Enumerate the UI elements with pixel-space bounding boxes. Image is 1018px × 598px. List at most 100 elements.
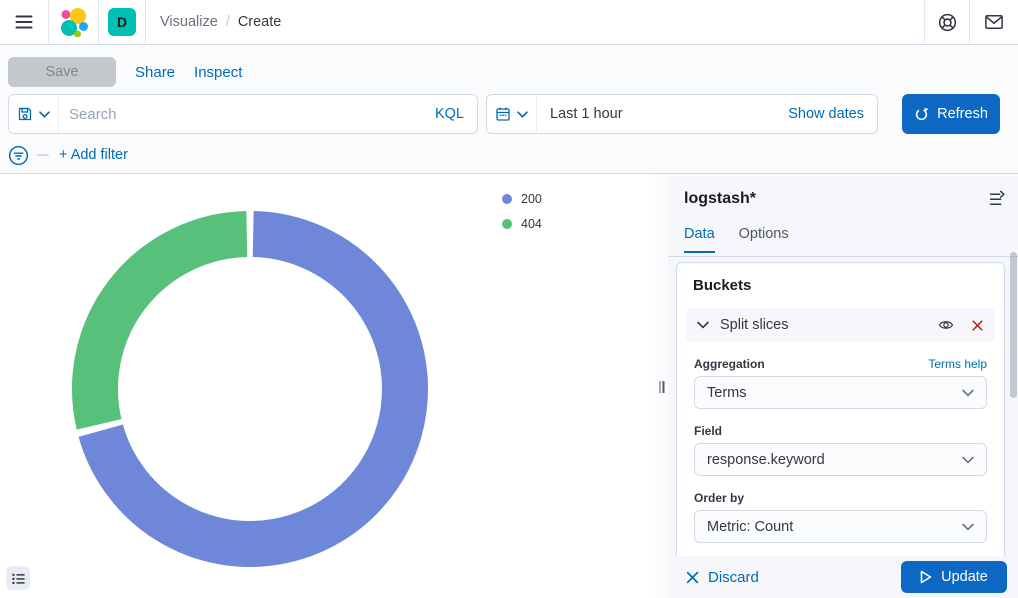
save-query-icon [18, 107, 32, 121]
legend-item[interactable]: 404 [502, 217, 542, 231]
refresh-label: Refresh [937, 106, 988, 122]
visualize-toolbar-section: Save Share Inspect [0, 45, 1018, 174]
field-label-row: Field [694, 424, 987, 438]
legend-toggle-button[interactable] [6, 566, 30, 590]
legend-dot [502, 194, 512, 204]
breadcrumb: Visualize / Create [160, 14, 281, 30]
tabs-divider [668, 256, 1018, 257]
terms-help-link[interactable]: Terms help [928, 357, 987, 371]
aggregation-label: Aggregation [694, 357, 765, 371]
envelope-icon [985, 15, 1003, 29]
legend-label: 404 [521, 217, 542, 231]
pie-slice-200[interactable] [78, 211, 428, 567]
legend-dot [502, 219, 512, 229]
header-bar: D Visualize / Create [0, 0, 1018, 45]
field-field-group: Field response.keyword [694, 424, 987, 476]
chevron-down-icon [962, 456, 974, 464]
chevron-down-icon [517, 110, 528, 118]
date-picker-group: Last 1 hour Show dates [486, 94, 878, 134]
field-select-value: response.keyword [707, 451, 825, 468]
aggregation-select-value: Terms [707, 384, 747, 401]
header-divider [98, 0, 99, 44]
split-slices-accordion[interactable]: Split slices [686, 308, 995, 342]
sidebar-scrollbar-thumb[interactable] [1010, 252, 1017, 398]
chevron-down-icon [962, 389, 974, 397]
collapse-sidebar-button[interactable] [989, 190, 1006, 207]
discard-button[interactable]: Discard [686, 569, 759, 586]
chevron-down-icon [697, 321, 709, 329]
update-button[interactable]: Update [901, 561, 1007, 593]
inspect-button[interactable]: Inspect [194, 63, 243, 81]
show-dates-button[interactable]: Show dates [788, 106, 864, 122]
panel-resizer[interactable] [655, 174, 668, 598]
chevron-down-icon [962, 523, 974, 531]
header-divider [924, 0, 925, 44]
discard-label: Discard [708, 568, 759, 586]
order-by-field-group: Order by Metric: Count [694, 491, 987, 543]
search-bar-group: KQL [8, 94, 478, 134]
chevron-down-icon [39, 110, 50, 118]
space-selector[interactable]: D [99, 0, 145, 44]
chart-legend: 200 404 [502, 192, 542, 231]
sidebar-action-bar: Discard Update [668, 556, 1018, 598]
saved-query-menu-button[interactable] [9, 95, 59, 133]
search-input[interactable] [59, 95, 435, 133]
split-slices-label: Split slices [720, 317, 789, 333]
elastic-logo-icon [60, 8, 88, 37]
buckets-card: Buckets Split slices [676, 262, 1005, 562]
close-icon [972, 319, 983, 331]
accordion-actions [938, 317, 984, 333]
query-bar: KQL Last 1 hour [0, 94, 1018, 134]
filter-bar: + Add filter [8, 141, 128, 169]
field-select[interactable]: response.keyword [694, 443, 987, 476]
order-by-label: Order by [694, 491, 745, 505]
elastic-logo[interactable] [49, 0, 98, 44]
share-button[interactable]: Share [135, 63, 176, 81]
aggregation-field-group: Aggregation Terms help Terms [694, 357, 987, 409]
header-divider [969, 0, 970, 44]
index-pattern-title: logstash* [684, 190, 757, 207]
space-avatar: D [108, 8, 136, 36]
main-content: 200 404 logstash* [0, 174, 1018, 598]
order-by-select[interactable]: Metric: Count [694, 510, 987, 543]
refresh-button[interactable]: Refresh [902, 94, 1000, 134]
refresh-icon [915, 107, 929, 120]
breadcrumb-separator: / [225, 14, 230, 30]
field-label: Field [694, 424, 723, 438]
header-right-actions [924, 0, 1018, 44]
donut-chart [72, 211, 428, 567]
pie-slice-404[interactable] [72, 211, 248, 430]
date-quick-select-button[interactable] [487, 95, 537, 133]
menu-button[interactable] [0, 0, 48, 44]
help-button[interactable] [925, 0, 969, 44]
sidebar-tabs: Data Options [684, 226, 789, 253]
close-icon [686, 571, 699, 583]
save-button[interactable]: Save [8, 57, 116, 87]
update-label: Update [941, 569, 988, 585]
tab-options[interactable]: Options [738, 226, 789, 242]
time-range-button[interactable]: Last 1 hour [550, 106, 623, 122]
legend-list-icon [11, 573, 25, 584]
aggregation-select[interactable]: Terms [694, 376, 987, 409]
top-nav-menu: Save Share Inspect [8, 57, 242, 87]
query-language-button[interactable]: KQL [434, 106, 464, 122]
legend-item[interactable]: 200 [502, 192, 542, 206]
tab-data[interactable]: Data [684, 226, 715, 253]
header-divider [48, 0, 49, 44]
help-life-ring-icon [938, 13, 956, 31]
play-icon [920, 570, 932, 584]
eye-icon [938, 321, 954, 329]
field-label-row: Aggregation Terms help [694, 357, 987, 371]
toggle-visibility-button[interactable] [938, 317, 954, 333]
add-filter-button[interactable]: + Add filter [59, 147, 128, 163]
buckets-heading: Buckets [693, 277, 752, 294]
field-label-row: Order by [694, 491, 987, 505]
collapse-arrow-icon [989, 190, 1005, 205]
breadcrumb-create: Create [237, 14, 282, 30]
hamburger-icon [15, 15, 33, 29]
filter-icon[interactable] [8, 145, 29, 166]
remove-bucket-button[interactable] [971, 319, 984, 332]
filter-bar-dash [37, 154, 49, 156]
breadcrumb-visualize[interactable]: Visualize [160, 14, 218, 30]
newsfeed-button[interactable] [970, 0, 1018, 44]
